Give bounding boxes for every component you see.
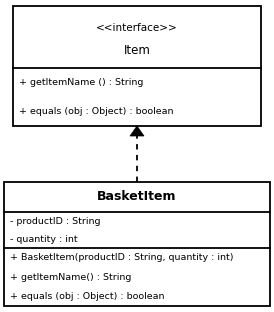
Text: BasketItem: BasketItem	[97, 191, 177, 203]
Text: - productID : String: - productID : String	[10, 217, 101, 226]
Text: + equals (obj : Object) : boolean: + equals (obj : Object) : boolean	[19, 107, 173, 116]
Text: + getItemName() : String: + getItemName() : String	[10, 272, 131, 281]
Text: + BasketItem(productID : String, quantity : int): + BasketItem(productID : String, quantit…	[10, 253, 233, 262]
Polygon shape	[130, 126, 144, 136]
Text: <<interface>>: <<interface>>	[96, 23, 178, 33]
Text: Item: Item	[124, 44, 150, 57]
Text: + getItemName () : String: + getItemName () : String	[19, 78, 143, 87]
Text: + equals (obj : Object) : boolean: + equals (obj : Object) : boolean	[10, 292, 164, 301]
Text: - quantity : int: - quantity : int	[10, 235, 78, 243]
Bar	[13, 6, 261, 126]
Bar	[4, 182, 270, 306]
